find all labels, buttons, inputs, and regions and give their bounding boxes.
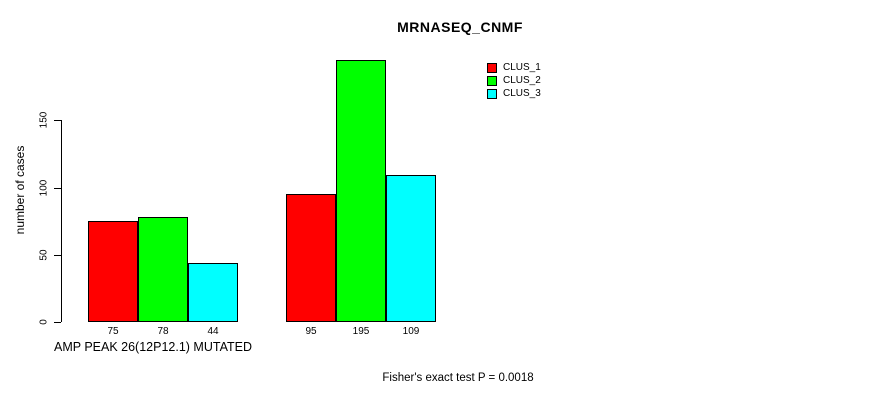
legend-swatch — [487, 75, 497, 86]
footer-note: Fisher's exact test P = 0.0018 — [382, 372, 534, 384]
legend: CLUS_1 CLUS_2 CLUS_3 — [487, 61, 541, 100]
y-axis-line — [61, 120, 62, 322]
y-axis-title: number of cases — [13, 145, 27, 235]
y-tick-mark — [54, 187, 61, 189]
y-tick-label: 150 — [38, 111, 50, 129]
chart-title: MRNASEQ_CNMF — [397, 19, 523, 35]
legend-label: CLUS_1 — [503, 62, 541, 73]
legend-label: CLUS_3 — [503, 88, 541, 99]
bar-clus_2-group1 — [138, 217, 188, 322]
bar-value-label: 109 — [402, 326, 420, 337]
legend-item: CLUS_2 — [487, 74, 541, 87]
legend-item: CLUS_3 — [487, 87, 541, 100]
bar-clus_2-group2 — [336, 59, 386, 322]
y-tick-label: 100 — [38, 179, 50, 196]
y-tick-label: 50 — [38, 249, 50, 261]
bar-clus_3-group2 — [386, 175, 436, 322]
y-tick-mark — [54, 322, 61, 323]
legend-item: CLUS_1 — [487, 61, 541, 74]
bar-value-label: 95 — [305, 326, 317, 337]
bar-value-label: 195 — [352, 326, 370, 337]
legend-swatch — [487, 88, 497, 99]
y-tick-mark — [54, 254, 61, 256]
bar-value-label: 44 — [207, 326, 219, 337]
bar-clus_3-group1 — [188, 262, 238, 322]
x-axis-label: AMP PEAK 26(12P12.1) MUTATED — [54, 340, 252, 354]
bar-clus_1-group1 — [88, 221, 138, 322]
y-tick-label: 0 — [38, 319, 50, 325]
bar-value-label: 78 — [157, 326, 169, 337]
bar-clus_1-group2 — [286, 194, 336, 322]
legend-label: CLUS_2 — [503, 75, 541, 86]
bar-value-label: 75 — [107, 326, 119, 337]
y-tick-mark — [54, 120, 61, 122]
legend-swatch — [487, 62, 497, 73]
